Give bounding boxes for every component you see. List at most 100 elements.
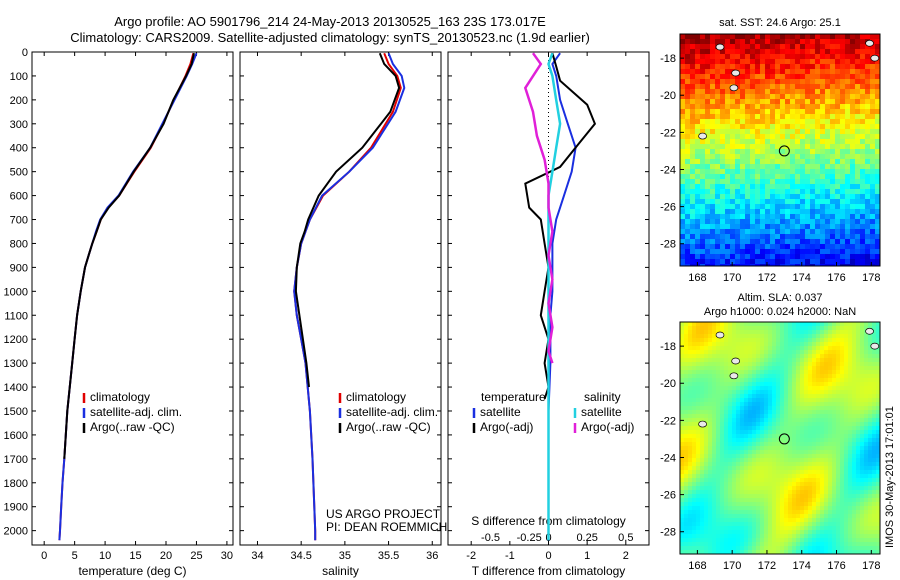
sst-map-cell xyxy=(740,134,746,140)
sst-map-cell xyxy=(755,39,761,45)
sla-map-cell xyxy=(700,522,705,527)
sla-map-cell xyxy=(824,430,829,435)
sla-map-cell xyxy=(840,350,845,355)
sla-map-cell xyxy=(860,418,865,423)
sst-map-cell xyxy=(740,174,746,180)
sla-map-cell xyxy=(848,542,853,547)
sst-map-cell xyxy=(735,89,741,95)
sla-map-cell xyxy=(700,466,705,471)
sla-map-cell xyxy=(876,506,880,511)
sla-map-cell xyxy=(708,358,713,363)
sla-map-cell xyxy=(712,374,717,379)
sla-map-cell xyxy=(800,374,805,379)
sst-map-cell xyxy=(725,109,731,115)
map-y-tick-label: -18 xyxy=(660,341,676,353)
sla-map-cell xyxy=(784,550,789,554)
sla-map-cell xyxy=(844,466,849,471)
sst-map-cell xyxy=(695,129,701,135)
sla-map-cell xyxy=(840,378,845,383)
sst-map-cell xyxy=(740,194,746,200)
sla-map-cell xyxy=(848,458,853,463)
sst-map-cell xyxy=(795,134,801,140)
sla-map-cell xyxy=(756,342,761,347)
sla-map-cell xyxy=(832,354,837,359)
sla-map-cell xyxy=(724,398,729,403)
sla-map-cell xyxy=(772,498,777,503)
sst-map-cell xyxy=(810,234,816,240)
sla-map-cell xyxy=(752,522,757,527)
sst-map-cell xyxy=(690,59,696,65)
sst-map-cell xyxy=(715,49,721,55)
sla-map-cell xyxy=(772,378,777,383)
sst-map-cell xyxy=(680,219,686,225)
sla-map-cell xyxy=(724,526,729,531)
sla-map-cell xyxy=(680,494,685,499)
sst-map-cell xyxy=(860,204,866,210)
sla-map-cell xyxy=(736,342,741,347)
sla-map-cell xyxy=(760,498,765,503)
sla-map-cell xyxy=(736,490,741,495)
sla-map-cell xyxy=(740,366,745,371)
sla-map-cell xyxy=(764,430,769,435)
sla-map-cell xyxy=(696,470,701,475)
y-tick-label-depth: 200 xyxy=(10,95,28,107)
sst-map-cell xyxy=(870,219,876,225)
sla-map-cell xyxy=(776,338,781,343)
sla-map-cell xyxy=(712,410,717,415)
sla-map-cell xyxy=(868,378,873,383)
sla-map-cell xyxy=(724,334,729,339)
sst-map-cell xyxy=(730,39,736,45)
sla-map-cell xyxy=(840,394,845,399)
sla-map-cell xyxy=(856,362,861,367)
sla-map-cell xyxy=(848,322,853,327)
sla-map-cell xyxy=(872,366,877,371)
sla-map-cell xyxy=(760,514,765,519)
sst-map-cell xyxy=(840,224,846,230)
sla-map-cell xyxy=(684,530,689,535)
sla-map-cell xyxy=(816,470,821,475)
sla-map-cell xyxy=(740,494,745,499)
sst-map-cell xyxy=(840,249,846,255)
sst-map-cell xyxy=(705,134,711,140)
sst-map-cell xyxy=(850,59,856,65)
sla-map-cell xyxy=(836,506,841,511)
sla-map-cell xyxy=(720,438,725,443)
sla-map-cell xyxy=(688,486,693,491)
sst-map-cell xyxy=(730,64,736,70)
sst-map-cell xyxy=(830,134,836,140)
x-tick-label-temperature: 25 xyxy=(190,550,202,562)
sst-map-cell xyxy=(830,119,836,125)
sla-map-cell xyxy=(780,358,785,363)
sst-map-cell xyxy=(700,244,706,250)
sst-map-cell xyxy=(825,249,831,255)
sla-map-cell xyxy=(860,506,865,511)
sla-map-cell xyxy=(720,550,725,554)
sla-map-cell xyxy=(816,466,821,471)
sst-map-cell xyxy=(795,64,801,70)
sla-map-cell xyxy=(680,406,685,411)
sla-map-cell xyxy=(756,426,761,431)
sla-map-cell xyxy=(796,338,801,343)
sst-map-cell xyxy=(790,239,796,245)
sla-map-cell xyxy=(872,418,877,423)
sst-map-cell xyxy=(695,74,701,80)
sla-map-cell xyxy=(772,374,777,379)
sla-map-cell xyxy=(792,382,797,387)
sst-map-cell xyxy=(780,94,786,100)
sst-map-cell xyxy=(730,209,736,215)
sst-map-cell xyxy=(825,114,831,120)
sst-map-cell xyxy=(840,139,846,145)
sla-map-cell xyxy=(784,442,789,447)
sla-map-cell xyxy=(728,330,733,335)
sla-map-cell xyxy=(780,374,785,379)
sla-map-cell xyxy=(748,546,753,551)
sla-map-cell xyxy=(876,530,880,535)
sst-map-cell xyxy=(860,254,866,260)
sst-map-cell xyxy=(825,189,831,195)
sst-map-cell xyxy=(795,194,801,200)
sla-map-cell xyxy=(868,394,873,399)
sst-map-cell xyxy=(735,159,741,165)
sla-map-cell xyxy=(824,514,829,519)
sla-map-cell xyxy=(772,394,777,399)
sst-map-cell xyxy=(750,134,756,140)
